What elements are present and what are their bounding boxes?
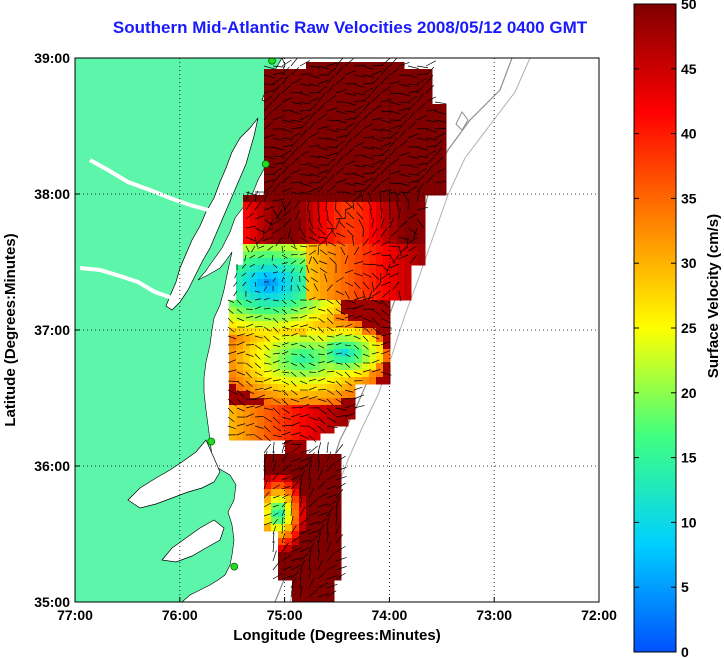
station-marker bbox=[261, 160, 270, 168]
colorbar-tick-label: 5 bbox=[681, 579, 689, 595]
y-tick-label: 39:00 bbox=[34, 50, 70, 66]
colorbar-tick-label: 40 bbox=[681, 126, 697, 142]
chesapeake-bay bbox=[165, 117, 259, 311]
grid-lines bbox=[75, 58, 599, 602]
station-marker bbox=[207, 437, 216, 446]
x-tick-label: 74:00 bbox=[371, 607, 407, 623]
station-marker bbox=[268, 58, 276, 65]
colorbar-tick-label: 50 bbox=[681, 0, 697, 12]
x-tick-label: 73:00 bbox=[476, 607, 512, 623]
colorbar-tick-label: 15 bbox=[681, 450, 697, 466]
y-tick-label: 36:00 bbox=[34, 458, 70, 474]
colorbar-tick-label: 35 bbox=[681, 190, 697, 206]
x-tick-label: 72:00 bbox=[581, 607, 617, 623]
station-marker bbox=[230, 562, 239, 571]
colorbar-tick-label: 10 bbox=[681, 514, 697, 530]
y-tick-label: 38:00 bbox=[34, 186, 70, 202]
velocity-arrows bbox=[227, 58, 447, 598]
colorbar-tick-label: 30 bbox=[681, 255, 697, 271]
colorbar-tick-label: 45 bbox=[681, 61, 697, 77]
colorbar-tick-label: 25 bbox=[681, 320, 697, 336]
y-axis-label: Latitude (Degrees:Minutes) bbox=[2, 233, 19, 426]
james-river bbox=[79, 266, 173, 300]
x-tick-label: 76:00 bbox=[162, 607, 198, 623]
potomac-river bbox=[89, 158, 209, 212]
map-title: Southern Mid-Atlantic Raw Velocities 200… bbox=[112, 18, 588, 37]
colorbar-tick-label: 20 bbox=[681, 385, 697, 401]
x-tick-label: 75:00 bbox=[267, 607, 303, 623]
x-axis-label: Longitude (Degrees:Minutes) bbox=[233, 627, 441, 644]
y-tick-label: 37:00 bbox=[34, 322, 70, 338]
colorbar bbox=[633, 3, 677, 653]
y-tick-label: 35:00 bbox=[34, 594, 70, 610]
colorbar-tick-label: 0 bbox=[681, 644, 689, 659]
x-tick-label: 77:00 bbox=[57, 607, 93, 623]
velocity-field bbox=[229, 62, 447, 602]
colorbar-label: Surface Velocity (cm/s) bbox=[705, 214, 722, 378]
pamlico-sound-south bbox=[161, 519, 225, 563]
